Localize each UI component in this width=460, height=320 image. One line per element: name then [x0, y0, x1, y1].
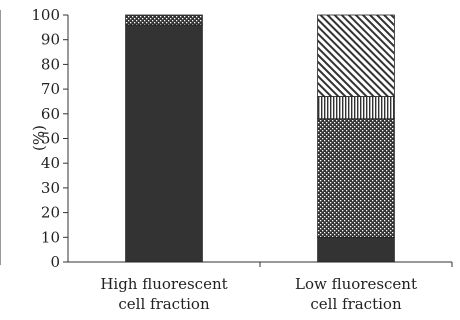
x-category-label: Low fluorescent [295, 275, 417, 293]
y-tick-label: 90 [41, 31, 60, 49]
bar-segment-vertical-stripes [317, 96, 395, 120]
bar-segment-solid [317, 236, 395, 263]
bars [125, 14, 395, 263]
y-axis-label: (%) [30, 125, 48, 151]
x-category-labels: High fluorescent cell fraction Low fluores… [100, 275, 417, 313]
x-category-label: High fluorescent [100, 275, 227, 293]
bar-segment-dots [317, 118, 395, 238]
y-ticks: 0 10 20 30 40 50 60 70 80 90 100 [31, 6, 68, 271]
y-tick-label: 0 [50, 253, 60, 271]
y-tick-label: 20 [41, 204, 60, 222]
y-tick-label: 80 [41, 55, 60, 73]
bar-segment-dots [125, 14, 203, 26]
bar-segment-solid [125, 24, 203, 263]
bar-segment-diagonal-stripes [317, 14, 395, 97]
x-category-label: cell fraction [310, 295, 402, 313]
y-tick-label: 70 [41, 80, 60, 98]
y-tick-label: 40 [41, 154, 60, 172]
y-tick-label: 100 [31, 6, 60, 24]
y-tick-label: 50 [41, 130, 60, 148]
x-category-label: cell fraction [118, 295, 210, 313]
y-tick-label: 30 [41, 179, 60, 197]
y-tick-label: 60 [41, 105, 60, 123]
y-tick-label: 10 [41, 228, 60, 246]
